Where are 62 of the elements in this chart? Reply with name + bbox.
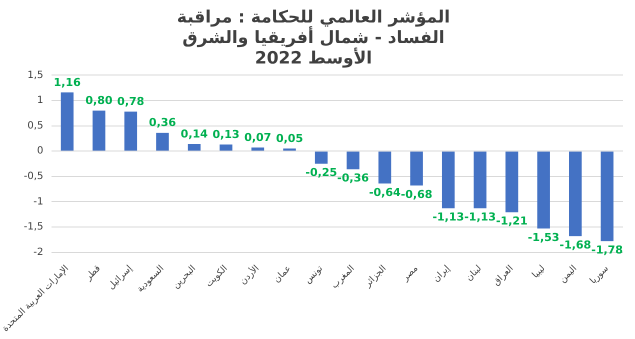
data-label: 0,80	[85, 94, 113, 107]
data-label: 0,14	[180, 127, 208, 140]
y-tick-label: -1	[33, 196, 44, 208]
bar	[251, 148, 264, 151]
data-label: -1,21	[496, 214, 528, 228]
x-tick-label: السعودية	[135, 264, 166, 295]
bar	[537, 152, 550, 228]
x-tick-label: لبنان	[464, 264, 484, 284]
x-tick-label: تونس	[303, 263, 326, 286]
x-tick-label: الإمارات العربية المتحدة	[0, 264, 71, 334]
x-tick-label: الأردن	[237, 262, 262, 287]
data-label: 0,13	[212, 128, 240, 141]
bar	[314, 152, 328, 164]
bar	[346, 152, 360, 170]
x-tick-label: الكويت	[204, 264, 230, 290]
y-tick-label: -0,5	[24, 170, 44, 182]
data-label: -1,78	[591, 243, 623, 256]
data-label: -1,13	[464, 210, 496, 224]
x-tick-label: العراق	[492, 264, 516, 288]
y-tick-label: 0	[36, 146, 44, 157]
data-label: 0,05	[276, 132, 304, 145]
bar	[188, 144, 201, 151]
x-tick-label: قطر	[83, 264, 103, 284]
data-label: -0,68	[400, 188, 432, 201]
data-label: 0,36	[148, 116, 176, 130]
y-tick-label: 0,5	[27, 120, 44, 132]
bar	[600, 152, 614, 242]
x-tick-label: اليمن	[558, 264, 580, 286]
data-label: -0,25	[305, 166, 338, 180]
x-tick-label: إيران	[432, 264, 452, 284]
y-tick-label: 1	[36, 95, 44, 106]
data-label: -1,13	[432, 210, 464, 224]
data-label: 0,07	[244, 130, 272, 144]
x-tick-label: إسرائيل	[106, 264, 134, 292]
y-tick-label: -2	[33, 246, 44, 258]
data-label: -0,64	[368, 186, 401, 199]
bar	[410, 152, 423, 186]
data-label: -1,53	[528, 230, 560, 244]
x-tick-label: المغرب	[330, 264, 357, 291]
data-label: 0,78	[117, 94, 144, 108]
bar	[124, 112, 138, 151]
bar	[442, 152, 455, 208]
bar	[156, 132, 169, 151]
x-tick-label: الجزائر	[362, 264, 389, 290]
bar	[474, 152, 486, 208]
chart-title: المؤشر العالمي للحكامة : مراقبة الفساد - شمال أفريقيا والشرق الأوسط 2022	[176, 8, 450, 68]
bar	[220, 144, 232, 151]
x-tick-label: ليبيا	[530, 264, 548, 280]
bar	[378, 152, 392, 184]
x-tick-label: عمان	[272, 264, 294, 285]
data-label: 1,16	[54, 76, 82, 89]
data-label: -1,68	[560, 238, 592, 252]
bar	[569, 152, 582, 236]
bar	[505, 152, 518, 212]
x-tick-label: سوريا	[588, 264, 611, 286]
y-tick-label: -1,5	[24, 222, 44, 233]
y-tick-label: 1,5	[27, 70, 44, 81]
x-tick-label: البحرين	[171, 264, 198, 291]
data-label: -0,36	[337, 172, 370, 185]
bar	[92, 110, 106, 151]
x-tick-label: مصر	[400, 264, 420, 284]
bar	[60, 92, 74, 151]
